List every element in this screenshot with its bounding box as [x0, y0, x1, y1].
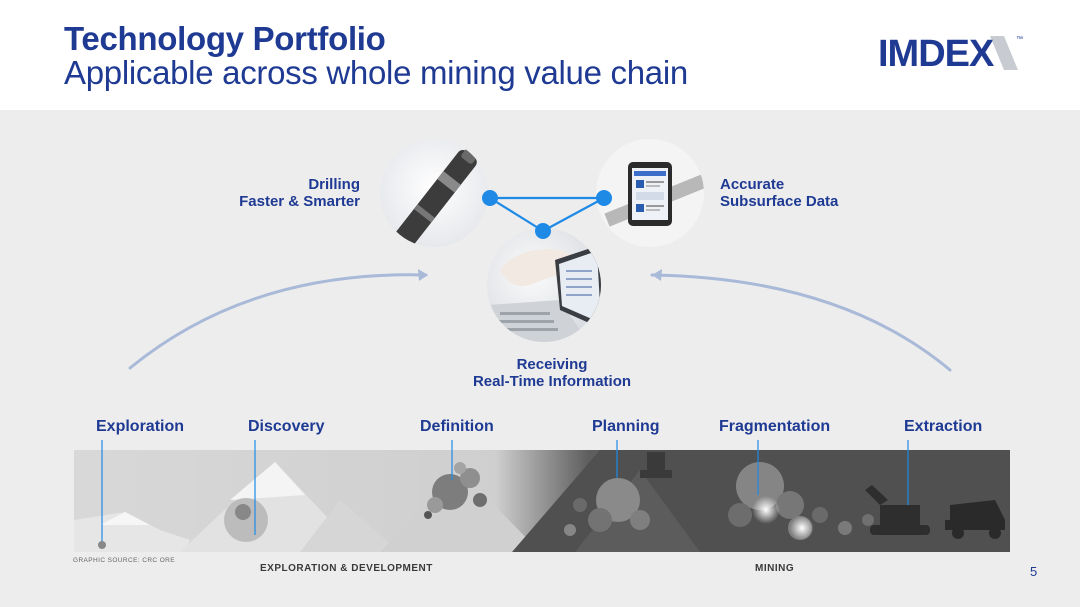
blast-flash-2: [790, 516, 814, 540]
stage-label-extraction: Extraction: [904, 418, 983, 435]
right-curved-arrow: [650, 273, 952, 372]
left-curved-arrow: [128, 273, 428, 370]
blast-flash-1: [752, 496, 780, 524]
planning-drill-rig: [640, 452, 672, 478]
stage-pointer-dots: [98, 541, 106, 549]
phase-label-mining: MINING: [755, 563, 795, 574]
network-node-right: [596, 190, 612, 206]
stage-pointer-lines: [101, 440, 909, 545]
drill-tool-body: [390, 149, 477, 247]
network-node-bottom: [535, 223, 551, 239]
ore-body-discovery: [224, 498, 268, 542]
logo-wordmark: IMDEX: [878, 33, 995, 74]
network-node-left: [482, 190, 498, 206]
mining-landscape-strip: [74, 440, 1010, 552]
tech-label-subsurface: Accurate Subsurface Data: [720, 176, 839, 210]
tech-label-realtime: Receiving Real-Time Information: [472, 356, 632, 390]
stage-label-fragmentation: Fragmentation: [719, 418, 831, 435]
tablet-photo-circle: [596, 139, 704, 247]
haul-truck-silhouette: [945, 500, 1005, 539]
page-number: 5: [1030, 564, 1038, 579]
hand-shape: [500, 249, 576, 286]
slide-header: Technology Portfolio Applicable across w…: [0, 0, 1080, 110]
ore-body-definition: [424, 462, 487, 519]
tech-label-drilling: Drilling Faster & Smarter: [239, 176, 360, 210]
mountain-definition: [380, 470, 540, 552]
slide-subtitle: Applicable across whole mining value cha…: [64, 54, 688, 91]
phase-label-exploration-development: EXPLORATION & DEVELOPMENT: [260, 563, 433, 574]
stage-label-planning: Planning: [592, 418, 660, 435]
excavator-silhouette: [865, 485, 930, 535]
slide-title: Technology Portfolio: [64, 20, 386, 57]
right-arrowhead: [652, 269, 662, 281]
drill-tool-band: [437, 171, 461, 193]
connection-network: [482, 190, 612, 239]
stage-label-definition: Definition: [420, 418, 494, 435]
mountain-discovery: [180, 462, 360, 552]
laptop-photo-circle: [487, 228, 601, 342]
logo-trademark: ™: [1016, 36, 1023, 43]
imdex-logo: IMDEX ™: [878, 33, 1023, 74]
logo-x-accent: [990, 36, 1018, 70]
stage-label-discovery: Discovery: [248, 418, 325, 435]
left-arrowhead: [418, 269, 428, 281]
ore-body-planning: [564, 478, 650, 536]
stage-label-exploration: Exploration: [96, 418, 185, 435]
drill-photo-circle: [380, 139, 488, 247]
graphic-source-caption: GRAPHIC SOURCE: CRC ORE: [73, 557, 176, 564]
